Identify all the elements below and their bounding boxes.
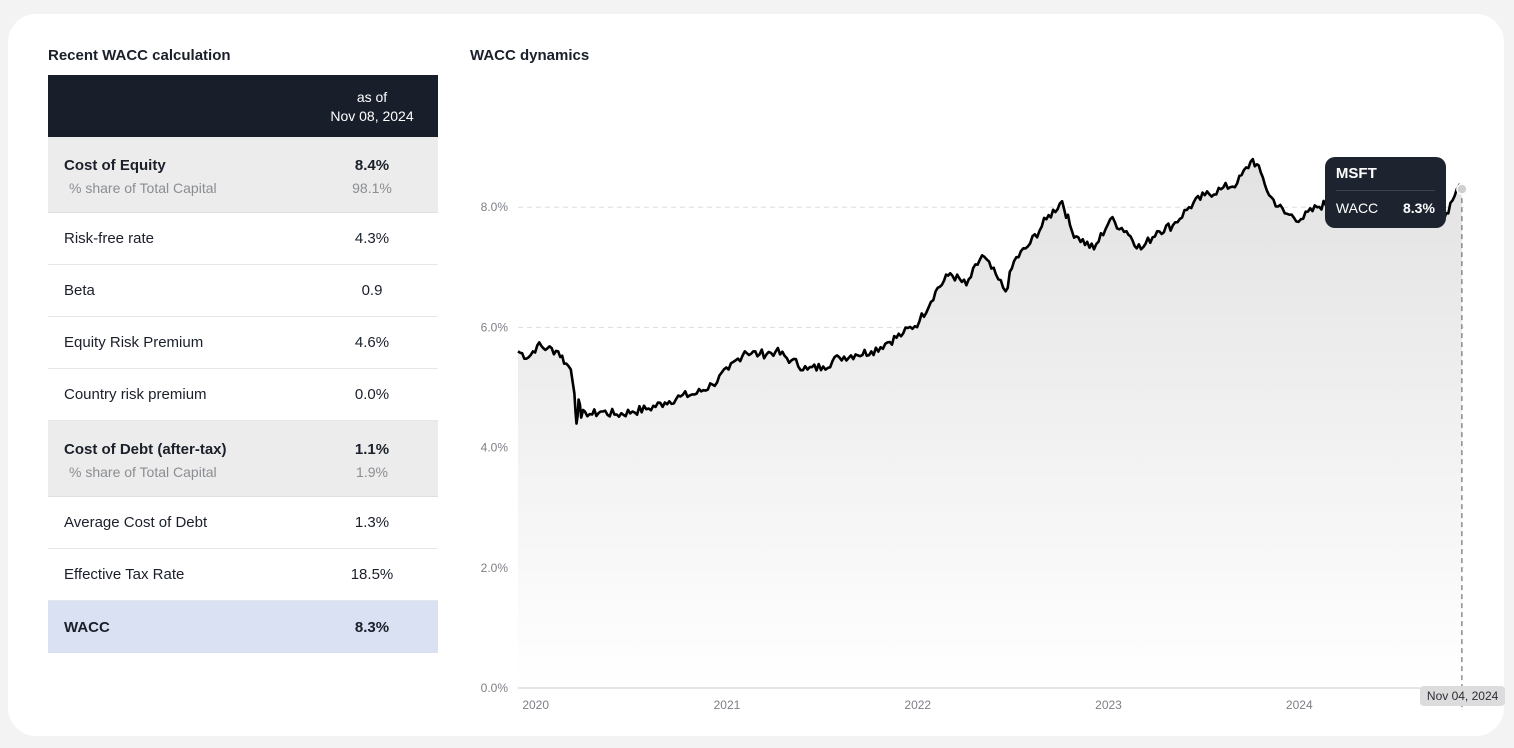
chart-tooltip: MSFT WACC 8.3% (1324, 157, 1446, 229)
table-row-beta: Beta 0.9 (48, 265, 438, 317)
row-value: 1.3% (354, 514, 390, 531)
row-value: 4.6% (354, 334, 390, 351)
debt-share-value: 1.9% (356, 464, 388, 480)
cost-of-equity-value: 8.4% (354, 157, 390, 174)
as-of-date: Nov 08, 2024 (330, 108, 414, 124)
y-tick-label: 6.0% (481, 320, 509, 334)
cost-of-debt-value: 1.1% (354, 441, 390, 458)
wacc-label: WACC (64, 618, 110, 636)
wacc-value: 8.3% (354, 618, 390, 636)
hover-point (1456, 183, 1468, 195)
table-header: as of Nov 08, 2024 (48, 75, 438, 137)
row-value: 4.3% (354, 230, 390, 247)
x-tick-label: 2024 (1286, 698, 1313, 712)
x-tick-label: 2020 (522, 698, 549, 712)
wacc-line (517, 157, 1464, 425)
row-label: Equity Risk Premium (64, 334, 204, 351)
y-tick-label: 0.0% (481, 681, 509, 695)
tooltip-value: 8.3% (1402, 200, 1435, 217)
wacc-area (518, 159, 1462, 689)
equity-share-value: 98.1% (352, 180, 392, 196)
row-value: 0.9 (361, 282, 383, 299)
row-label: Country risk premium (64, 386, 207, 403)
cost-of-debt-row: Cost of Debt (after-tax) % share of Tota… (48, 421, 438, 497)
tooltip-label: WACC (1335, 200, 1379, 217)
wacc-table: as of Nov 08, 2024 Cost of Equity % shar… (48, 75, 438, 653)
row-label: Risk-free rate (64, 230, 155, 247)
table-row-effective-tax-rate: Effective Tax Rate 18.5% (48, 549, 438, 601)
wacc-total-row: WACC 8.3% (48, 601, 438, 653)
chart-title: WACC dynamics (470, 47, 590, 64)
hover-date-label: Nov 04, 2024 (1419, 686, 1506, 706)
table-row-risk-free-rate: Risk-free rate 4.3% (48, 213, 438, 265)
y-tick-label: 4.0% (481, 441, 509, 455)
x-tick-label: 2023 (1095, 698, 1122, 712)
table-row-equity-risk-premium: Equity Risk Premium 4.6% (48, 317, 438, 369)
row-label: Effective Tax Rate (64, 566, 185, 583)
row-value: 0.0% (354, 386, 390, 403)
tooltip-title: MSFT (1335, 165, 1435, 192)
row-label: Average Cost of Debt (64, 514, 208, 531)
row-label: Beta (64, 282, 95, 299)
x-tick-label: 2022 (904, 698, 931, 712)
equity-share-label: % share of Total Capital (69, 180, 217, 196)
y-tick-label: 2.0% (481, 561, 509, 575)
table-title: Recent WACC calculation (48, 47, 231, 64)
table-row-country-risk-premium: Country risk premium 0.0% (48, 369, 438, 421)
cost-of-equity-row: Cost of Equity % share of Total Capital … (48, 137, 438, 213)
as-of-header: as of Nov 08, 2024 (306, 75, 438, 137)
as-of-label: as of (356, 89, 388, 105)
table-row-average-cost-of-debt: Average Cost of Debt 1.3% (48, 497, 438, 549)
cost-of-equity-label: Cost of Equity (64, 157, 166, 174)
wacc-chart-svg: 0.0% 2.0% 4.0% 6.0% 8.0% 2020 2021 2022 2023 2024 (481, 157, 1468, 712)
row-value: 18.5% (350, 566, 394, 583)
debt-share-label: % share of Total Capital (69, 464, 217, 480)
y-tick-label: 8.0% (481, 200, 509, 214)
cost-of-debt-label: Cost of Debt (after-tax) (64, 441, 227, 458)
x-tick-label: 2021 (714, 698, 741, 712)
wacc-chart[interactable]: 0.0% 2.0% 4.0% 6.0% 8.0% 2020 2021 2022 2023 2024… (470, 75, 1510, 735)
